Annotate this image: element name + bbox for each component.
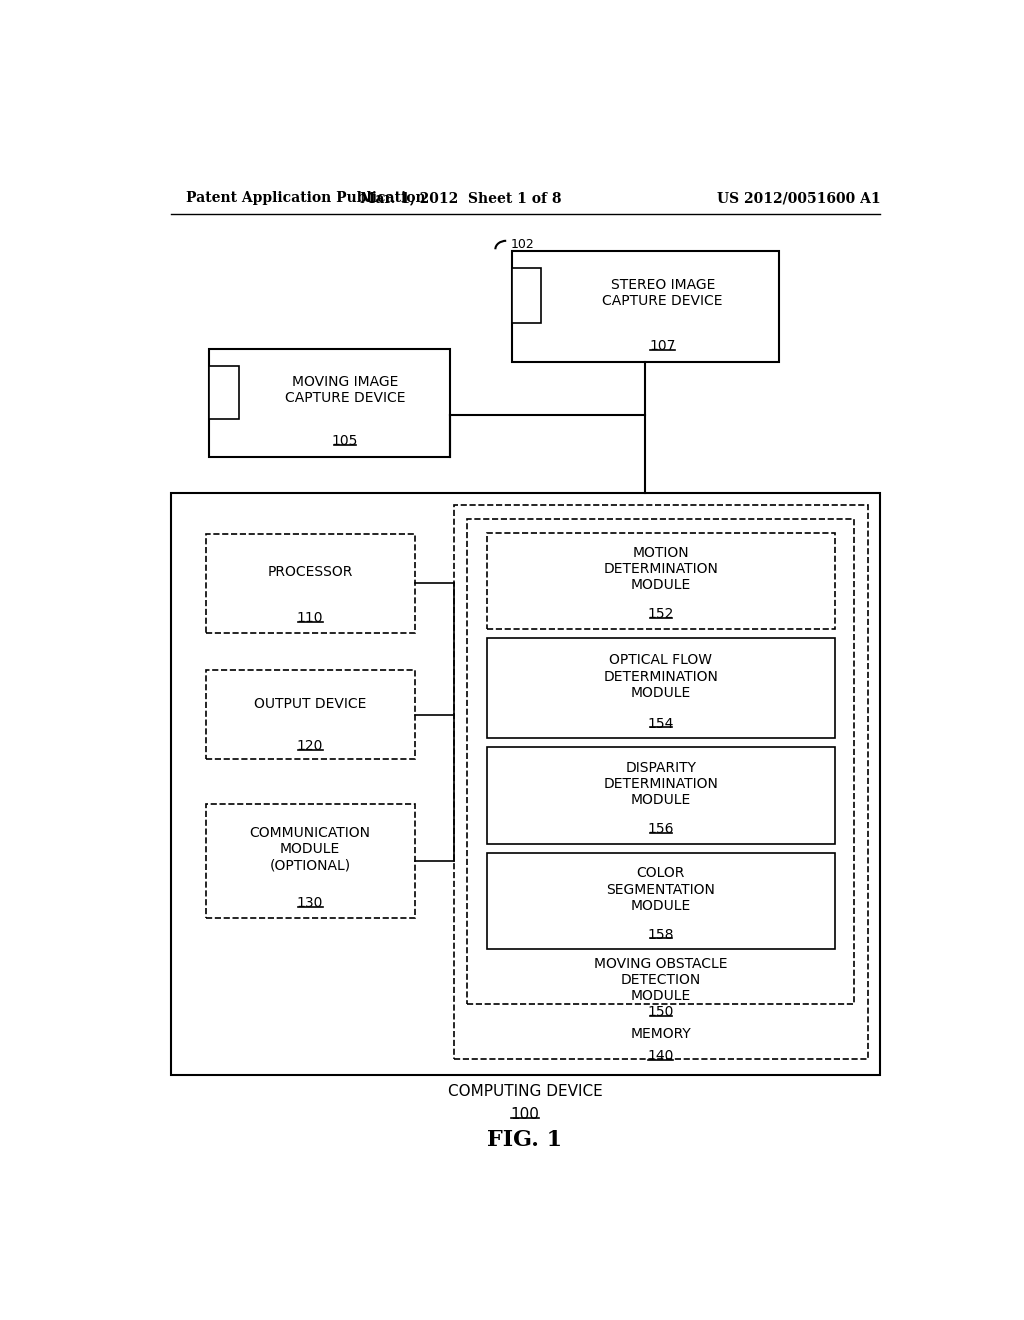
Text: 120: 120 (297, 739, 324, 752)
Bar (209, 350, 450, 457)
Bar (486, 747, 835, 843)
Text: PROCESSOR: PROCESSOR (267, 565, 353, 579)
Bar (206, 535, 415, 632)
Text: 105: 105 (332, 434, 358, 447)
Bar (454, 506, 868, 1059)
Text: 154: 154 (647, 717, 674, 731)
Text: OPTICAL FLOW
DETERMINATION
MODULE: OPTICAL FLOW DETERMINATION MODULE (603, 653, 718, 700)
Text: STEREO IMAGE
CAPTURE DEVICE: STEREO IMAGE CAPTURE DEVICE (602, 279, 723, 309)
Text: Mar. 1, 2012  Sheet 1 of 8: Mar. 1, 2012 Sheet 1 of 8 (360, 191, 562, 206)
Text: DISPARITY
DETERMINATION
MODULE: DISPARITY DETERMINATION MODULE (603, 760, 718, 808)
Bar (206, 804, 415, 917)
Text: 152: 152 (647, 607, 674, 622)
Text: 150: 150 (647, 1006, 674, 1019)
Bar (467, 519, 854, 1003)
Text: 110: 110 (297, 611, 324, 626)
Text: 140: 140 (647, 1049, 674, 1064)
Text: 158: 158 (647, 928, 674, 941)
Bar (486, 638, 835, 738)
Bar (209, 367, 239, 418)
Text: 156: 156 (647, 822, 674, 836)
Bar (512, 268, 541, 323)
Bar (206, 671, 415, 759)
Text: MOVING IMAGE
CAPTURE DEVICE: MOVING IMAGE CAPTURE DEVICE (285, 375, 406, 405)
Text: MEMORY: MEMORY (631, 1027, 691, 1041)
Bar (486, 533, 835, 628)
Text: 100: 100 (511, 1107, 540, 1122)
Text: MOTION
DETERMINATION
MODULE: MOTION DETERMINATION MODULE (603, 546, 718, 593)
Text: COLOR
SEGMENTATION
MODULE: COLOR SEGMENTATION MODULE (606, 866, 715, 912)
Text: COMMUNICATION
MODULE
(OPTIONAL): COMMUNICATION MODULE (OPTIONAL) (250, 826, 371, 873)
Bar (171, 494, 880, 1074)
Text: US 2012/0051600 A1: US 2012/0051600 A1 (717, 191, 881, 206)
Text: OUTPUT DEVICE: OUTPUT DEVICE (254, 697, 367, 711)
Bar (512, 251, 779, 363)
Text: 130: 130 (297, 896, 324, 909)
Text: 107: 107 (649, 339, 676, 354)
Text: 102: 102 (511, 238, 535, 251)
Text: FIG. 1: FIG. 1 (487, 1129, 562, 1151)
Text: Patent Application Publication: Patent Application Publication (186, 191, 426, 206)
Bar (486, 853, 835, 949)
Text: MOVING OBSTACLE
DETECTION
MODULE: MOVING OBSTACLE DETECTION MODULE (594, 957, 728, 1003)
Text: COMPUTING DEVICE: COMPUTING DEVICE (447, 1084, 602, 1100)
